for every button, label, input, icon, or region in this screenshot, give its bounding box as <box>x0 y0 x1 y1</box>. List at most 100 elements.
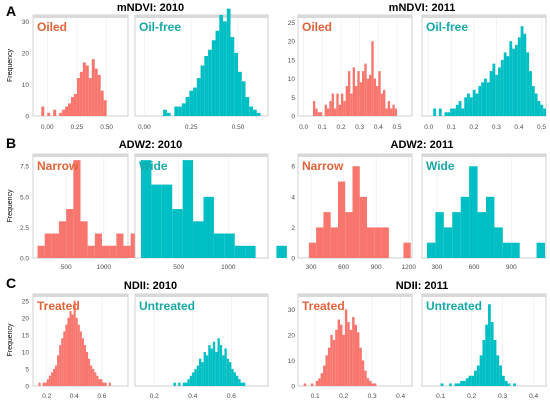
histogram-bar <box>366 378 370 386</box>
histogram-bar <box>77 324 80 386</box>
histogram-bar <box>103 100 107 116</box>
histogram-bar <box>500 59 504 116</box>
histogram-bar <box>224 233 235 258</box>
histogram-bar <box>359 347 362 386</box>
histogram-bar <box>376 86 379 116</box>
histogram-bar <box>59 112 63 116</box>
histogram-bar <box>320 373 324 386</box>
histogram-bar <box>316 227 324 258</box>
histogram-bar <box>457 383 461 386</box>
histogram-bar <box>326 108 330 116</box>
histogram-bar <box>492 63 496 116</box>
histogram-bar <box>173 382 176 386</box>
histogram-bar <box>215 30 220 116</box>
y-tick-label: 10 <box>288 358 296 365</box>
histogram-bar <box>233 372 237 386</box>
histogram-bar <box>53 109 57 116</box>
histogram-bar <box>317 112 320 116</box>
histogram-bar <box>204 56 209 116</box>
histogram-bar <box>330 227 338 258</box>
histogram-bar <box>310 383 314 386</box>
histogram-bar <box>81 338 84 386</box>
histogram-bar <box>116 233 124 258</box>
group-label: Untreated <box>426 299 482 313</box>
histogram-bar <box>219 15 224 116</box>
histogram-bar <box>208 345 211 386</box>
histogram-bar <box>203 196 214 258</box>
histogram-bar <box>69 311 72 386</box>
histogram-bar <box>488 304 491 386</box>
histogram-bar <box>347 322 350 386</box>
group-label: Treated <box>302 299 345 313</box>
histogram-bar <box>529 71 532 116</box>
histogram-bar <box>222 355 225 386</box>
y-axis-label: Frequency <box>7 48 14 82</box>
histogram-bar <box>345 212 353 258</box>
histogram-bar <box>462 380 466 386</box>
histogram-bar <box>90 365 93 386</box>
x-tick-label: 0.6 <box>227 393 236 400</box>
histogram-bar <box>455 104 459 116</box>
histogram-bar <box>499 365 502 386</box>
chart-title: NDII: 2010 <box>124 280 177 292</box>
y-tick-label: 20 <box>22 50 30 57</box>
histogram-bar <box>460 380 463 386</box>
histogram-bar <box>362 71 365 116</box>
histogram-bar <box>193 221 204 258</box>
histogram-bar <box>91 59 95 116</box>
x-tick-label: 0.3 <box>498 393 507 400</box>
histogram-bar <box>515 44 518 116</box>
histogram-bar <box>198 358 202 386</box>
histogram-bar <box>71 97 74 116</box>
y-tick-label: 0 <box>25 384 29 391</box>
chart-title: mNDVI: 2010 <box>117 2 184 14</box>
histogram-bar <box>163 109 167 116</box>
x-tick-label: 0.4 <box>396 393 405 400</box>
histogram-bar <box>340 93 344 116</box>
y-axis-label: Frequency <box>7 323 14 357</box>
histogram-bar <box>166 112 171 116</box>
histogram-bar <box>88 358 91 386</box>
x-tick-label: 300 <box>306 264 317 271</box>
y-tick-label: 0 <box>291 384 295 391</box>
x-tick-label: 500 <box>173 264 184 271</box>
x-tick-label: 0.1 <box>436 393 445 400</box>
histogram-bar <box>383 89 386 116</box>
histogram-bar <box>203 351 206 386</box>
y-tick-label: 0 <box>25 114 29 121</box>
histogram-bar <box>174 106 179 116</box>
histogram-bar <box>454 383 458 386</box>
histogram-bar <box>86 351 89 386</box>
y-tick-label: 2 <box>291 225 295 232</box>
histogram-bar <box>453 108 456 116</box>
histogram-bar <box>97 74 101 116</box>
histogram-bar <box>61 338 64 386</box>
x-tick-label: 0.0 <box>424 124 433 131</box>
histogram-bar <box>65 324 68 386</box>
histogram-bar <box>381 227 389 258</box>
histogram-bar <box>482 340 486 386</box>
group-label: Wide <box>139 159 168 173</box>
histogram-bar <box>96 375 99 386</box>
histogram-bar <box>337 319 341 386</box>
histogram-bar <box>465 378 469 386</box>
histogram-bar <box>501 375 505 386</box>
histogram-bar <box>450 108 453 116</box>
y-tick-label: 30 <box>22 19 30 26</box>
histogram-bar <box>140 160 152 258</box>
panel-strip <box>422 294 546 297</box>
histogram-bar <box>59 345 62 386</box>
histogram-bar <box>256 112 261 116</box>
histogram-bar <box>369 74 372 116</box>
histogram-bar <box>245 97 250 116</box>
histogram-bar <box>329 101 332 116</box>
histogram-bar <box>489 71 493 116</box>
y-tick-label: 10 <box>22 82 30 89</box>
histogram-bar <box>94 372 97 386</box>
histogram-bar <box>345 86 348 116</box>
histogram-bar <box>468 375 472 386</box>
histogram-bar <box>229 362 232 386</box>
histogram-bar <box>181 103 186 116</box>
y-tick-label: 5.0 <box>20 194 29 201</box>
histogram-bar <box>230 37 235 116</box>
